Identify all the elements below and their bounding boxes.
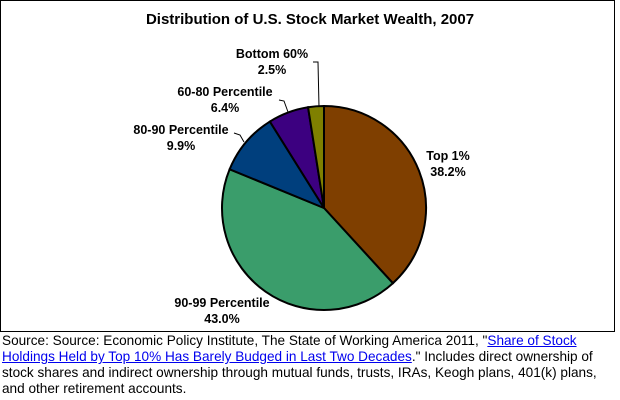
slice-label-name: 60-80 Percentile [177, 85, 272, 99]
slice-label: Bottom 60% 2.5% [236, 47, 308, 77]
source-link[interactable]: Share of Stock Holdings Held by Top 10% … [2, 333, 577, 364]
slice-label-name: Top 1% [426, 149, 470, 163]
slice-label: 90-99 Percentile 43.0% [174, 296, 269, 326]
slice-label-value: 2.5% [258, 63, 287, 77]
leader-line [233, 132, 245, 143]
chart-title: Distribution of U.S. Stock Market Wealth… [146, 11, 474, 28]
slice-label: 60-80 Percentile 6.4% [177, 85, 272, 115]
pie-chart: Distribution of U.S. Stock Market Wealth… [133, 11, 474, 326]
source-note: Source: Source: Economic Policy Institut… [2, 333, 618, 397]
slice-label-value: 9.9% [167, 139, 196, 153]
slice-label-value: 6.4% [211, 101, 240, 115]
source-prefix: Source: Source: Economic Policy Institut… [2, 333, 488, 348]
leader-line [278, 99, 289, 113]
slice-label: 80-90 Percentile 9.9% [133, 123, 228, 153]
source-suffix: ." Includes direct ownership of stock sh… [2, 349, 597, 396]
leader-line [313, 61, 320, 108]
pie-slice-90-99-percentile [221, 167, 395, 311]
slice-label-value: 43.0% [204, 312, 239, 326]
slice-label-name: 90-99 Percentile [174, 296, 269, 310]
slice-label-value: 38.2% [430, 165, 465, 179]
pie-slice-top-1- [323, 104, 427, 285]
slice-label-name: Bottom 60% [236, 47, 308, 61]
slice-label: Top 1% 38.2% [426, 149, 470, 179]
pie-slice-bottom-60- [306, 104, 325, 209]
slice-label-name: 80-90 Percentile [133, 123, 228, 137]
chart-frame [0, 0, 615, 332]
